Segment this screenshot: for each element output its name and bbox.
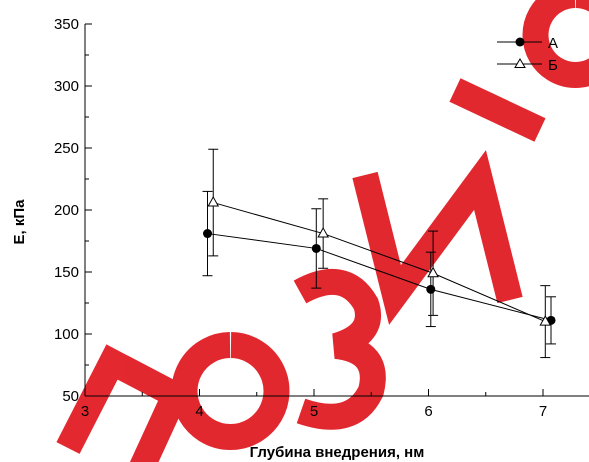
watermark-letter-t [449,78,546,142]
watermark-letter-i [352,150,523,325]
series-line [213,202,546,323]
legend-marker-a [515,37,525,47]
legend-label-b: Б [548,57,558,74]
watermark-letter-o [171,332,290,450]
y-tick-label: 50 [62,388,79,405]
data-point [427,266,439,278]
legend-marker-b [514,58,526,68]
x-tick-label: 3 [81,403,89,420]
y-tick-label: 350 [54,16,79,33]
data-point [539,315,552,326]
x-tick-label: 4 [195,403,203,420]
y-tick-label: 100 [54,326,79,343]
watermark-letter-p [56,344,192,462]
y-tick-label: 250 [54,140,79,157]
y-tick-label: 200 [54,202,79,219]
watermark [56,0,589,462]
y-tick-label: 300 [54,78,79,95]
data-point [317,227,330,238]
ticks [84,23,544,397]
data-point [311,243,321,253]
legend-label-a: А [548,35,558,52]
data-point [207,196,220,207]
data-point [426,284,436,294]
y-tick-label: 150 [54,264,79,281]
x-tick-label: 5 [310,403,318,420]
x-tick-label: 7 [539,403,547,420]
series-a [202,190,557,345]
watermark-letter-o2 [522,0,589,88]
x-tick-label: 6 [424,403,432,420]
series-layer [202,148,557,359]
x-axis-title: Глубина внедрения, нм [250,444,425,461]
data-point [203,229,213,239]
series-line [207,233,552,321]
tick-labels: 50 100 150 200 250 300 350 3 4 5 6 7 [54,16,547,420]
series-b [207,148,552,359]
y-axis-title: E, кПа [11,199,28,245]
legend: А Б [497,35,558,74]
watermark-letter-z [293,268,386,430]
